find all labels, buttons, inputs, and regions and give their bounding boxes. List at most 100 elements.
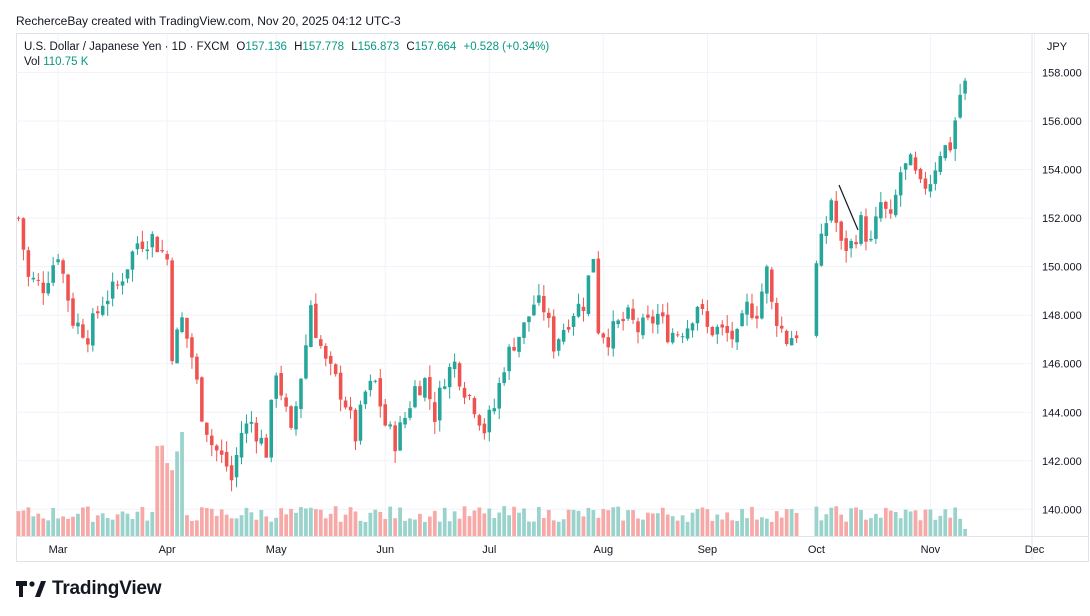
candle-body — [864, 216, 868, 242]
volume-bar — [655, 513, 660, 536]
candle — [209, 429, 214, 457]
candle-body — [695, 306, 700, 324]
candle-body — [309, 305, 313, 347]
candle — [21, 217, 26, 261]
volume-bar — [700, 507, 705, 536]
candle — [879, 191, 883, 222]
candle — [849, 238, 853, 258]
price-tick-label: 140.000 — [1042, 504, 1082, 516]
candle-body — [482, 423, 487, 434]
volume-bar — [918, 520, 923, 536]
candle-body — [576, 303, 581, 317]
volume-bar — [457, 518, 462, 536]
candle-body — [175, 329, 179, 364]
candle — [16, 216, 21, 222]
volume-bar — [125, 513, 130, 536]
candle-body — [249, 421, 254, 424]
volume-bar — [427, 516, 432, 536]
candle — [304, 334, 308, 380]
volume-bar — [383, 518, 388, 536]
candle-body — [180, 317, 184, 332]
candle — [368, 374, 373, 397]
volume-bar — [849, 508, 853, 536]
candle-body — [244, 423, 249, 434]
candle-body — [656, 313, 660, 325]
high-label: H — [294, 41, 303, 53]
candle-body — [517, 336, 521, 352]
symbol-title[interactable]: U.S. Dollar / Japanese Yen · 1D · FXCM — [24, 41, 230, 53]
candle — [36, 273, 41, 286]
candle-body — [898, 172, 903, 196]
candle — [656, 304, 660, 334]
candle — [200, 376, 204, 423]
volume-bar — [665, 514, 670, 536]
candle — [532, 295, 536, 317]
candle-body — [76, 322, 80, 327]
candle — [314, 293, 318, 339]
candle — [442, 378, 447, 390]
volume-bar — [239, 515, 244, 536]
tradingview-logo[interactable]: TradingView — [16, 578, 162, 600]
candle — [953, 117, 957, 161]
candle-body — [888, 209, 893, 214]
candle — [859, 211, 863, 246]
candle — [403, 412, 407, 429]
candle — [46, 271, 50, 296]
candle — [264, 433, 269, 458]
candle-body — [834, 200, 839, 223]
volume-bar — [705, 509, 710, 536]
candle-body — [854, 241, 858, 245]
volume-bar — [130, 519, 135, 536]
candle-body — [205, 422, 209, 435]
candle — [130, 250, 135, 282]
volume-bar — [388, 506, 393, 536]
volume-bar — [769, 521, 774, 536]
candle — [864, 208, 868, 251]
candle — [294, 401, 298, 436]
volume-bar — [358, 520, 363, 536]
candle-body — [304, 345, 308, 379]
volume-bar — [140, 506, 145, 536]
volume-bar — [631, 510, 635, 536]
candle-body — [46, 283, 50, 294]
volume-bar — [160, 445, 165, 536]
volume-bar — [794, 513, 799, 536]
candle-body — [700, 304, 705, 309]
candle — [214, 444, 219, 462]
candle-body — [393, 425, 397, 452]
candle — [165, 250, 169, 266]
currency-label[interactable]: JPY — [1046, 41, 1068, 53]
volume-bar — [670, 516, 675, 536]
volume-bar — [209, 508, 214, 536]
chart-credit: RecherceBay created with TradingView.com… — [16, 14, 401, 28]
candle-body — [690, 323, 695, 331]
volume-bar — [626, 510, 630, 536]
candle — [908, 152, 913, 166]
price-tick-label: 148.000 — [1042, 310, 1082, 322]
candle-body — [51, 265, 55, 283]
volume-bar — [903, 509, 908, 536]
candle — [621, 311, 625, 331]
candle-body — [105, 300, 110, 305]
candle-body — [908, 154, 913, 166]
candle — [71, 292, 75, 329]
candle-body — [755, 315, 759, 319]
candle — [601, 332, 606, 344]
candle-body — [943, 145, 948, 159]
candle — [665, 302, 670, 344]
candle-body — [66, 274, 70, 301]
candle — [547, 308, 551, 328]
candle — [120, 273, 125, 295]
volume-bar — [413, 519, 417, 536]
volume-label: Vol — [24, 56, 40, 68]
volume-bar — [527, 521, 531, 536]
candle-body — [591, 259, 596, 273]
volume-bar — [269, 521, 274, 536]
volume-bar — [641, 519, 645, 536]
candle — [636, 317, 640, 344]
candle-body — [294, 406, 298, 430]
candle — [576, 293, 581, 318]
candle — [348, 397, 353, 419]
candle-body — [413, 386, 417, 408]
